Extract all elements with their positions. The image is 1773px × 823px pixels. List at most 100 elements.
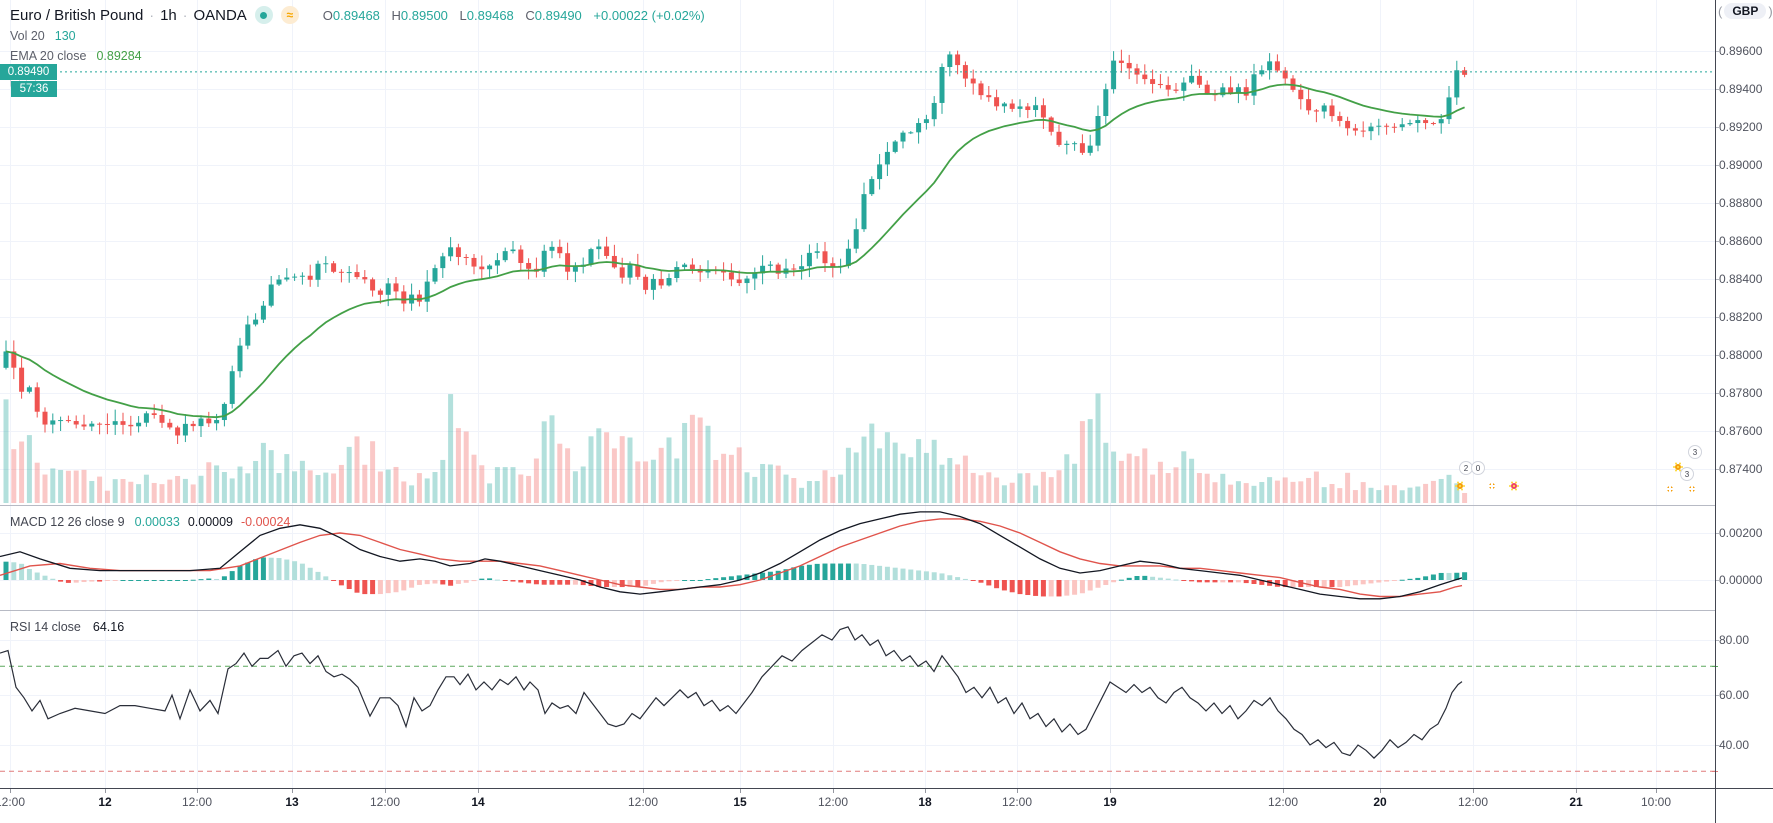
time-tick-mark (925, 789, 926, 793)
currency-button[interactable]: GBP (1724, 3, 1767, 19)
rsi-value: 64.16 (92, 620, 125, 634)
price-tick: 0.89600 (1715, 44, 1762, 58)
macd-indicator-row[interactable]: MACD 12 26 close 9 0.00033 0.00009 -0.00… (10, 512, 290, 532)
timeframe-label: 1h (160, 6, 177, 24)
event-count-badge: 3 (1688, 445, 1702, 459)
time-tick-mark (292, 789, 293, 793)
gridlines (0, 0, 1715, 788)
time-tick-mark (478, 789, 479, 793)
time-tick-mark (1656, 789, 1657, 793)
time-axis-border (0, 788, 1773, 789)
economic-event-marker-uk[interactable] (1689, 479, 1695, 497)
open-value: 0.89468 (332, 7, 380, 23)
economic-event-marker-eu[interactable]: 3 (1675, 445, 1702, 475)
price-tick: 0.89200 (1715, 120, 1762, 134)
time-tick-label: 12:00 (369, 795, 401, 809)
price-axis[interactable]: 0.89600 0.89400 0.89200 0.89000 0.88800 0.886… (1712, 0, 1773, 788)
time-tick-mark (197, 789, 198, 793)
time-tick-label: 12 (98, 795, 112, 809)
close-value: 0.89490 (534, 7, 582, 23)
price-tick: 0.87400 (1715, 462, 1762, 476)
time-tick-label: 15 (733, 795, 747, 809)
macd-label: MACD 12 26 close 9 (10, 515, 125, 529)
paren-left: ( (1718, 3, 1723, 19)
last-price-badge: 0.89490 (0, 64, 57, 80)
time-tick-mark (1380, 789, 1381, 793)
separator-dot: · (182, 7, 188, 23)
time-tick-mark (643, 789, 644, 793)
time-tick-mark (833, 789, 834, 793)
symbol-row[interactable]: Euro / British Pound · 1h · OANDA ≈ O0.8… (10, 4, 705, 26)
time-tick-mark (740, 789, 741, 793)
market-status-icon[interactable] (254, 6, 273, 24)
time-tick-label: 12:00 (627, 795, 659, 809)
volume-indicator-row[interactable]: Vol 20 130 (10, 26, 705, 46)
time-tick-label: 12:00 (1001, 795, 1033, 809)
rsi-line (0, 626, 1463, 759)
time-tick-label: 19 (1103, 795, 1117, 809)
macd-tick: 0.00200 (1715, 526, 1762, 540)
time-tick-label: 21 (1569, 795, 1583, 809)
price-tick: 0.87800 (1715, 386, 1762, 400)
high-value: 0.89500 (400, 7, 448, 23)
time-tick-label: 10:00 (1640, 795, 1672, 809)
low-label: L (459, 7, 467, 23)
pane-separator-macd-rsi[interactable] (0, 610, 1773, 611)
chart-canvas[interactable] (0, 0, 1715, 788)
volume-label: Vol 20 (10, 29, 45, 43)
open-label: O (322, 7, 333, 23)
macd-signal-line (0, 518, 1463, 598)
macd-line-value: 0.00009 (187, 515, 234, 529)
price-tick: 0.87600 (1715, 424, 1762, 438)
time-tick-mark (105, 789, 106, 793)
time-tick-label: 18 (918, 795, 932, 809)
time-tick-mark (10, 789, 11, 793)
ema-label: EMA 20 close (10, 49, 87, 63)
paren-right: ) (1768, 3, 1773, 19)
time-tick-label: 14 (471, 795, 485, 809)
economic-event-marker-uk[interactable]: 3 (1667, 467, 1694, 497)
time-tick-mark (1017, 789, 1018, 793)
pane-separator-volume-macd[interactable] (0, 505, 1773, 506)
bar-countdown-badge: 57:36 (11, 81, 57, 97)
ema-indicator-row[interactable]: EMA 20 close 0.89284 (10, 46, 705, 66)
time-tick-mark (1283, 789, 1284, 793)
price-tick: 0.88200 (1715, 310, 1762, 324)
macd-tick: 0.00000 (1715, 573, 1762, 587)
economic-event-marker-eu[interactable] (1511, 476, 1517, 494)
price-tick: 0.88800 (1715, 196, 1762, 210)
time-tick-label: 12:00 (181, 795, 213, 809)
macd-line (0, 511, 1463, 600)
close-label: C (525, 7, 535, 23)
volume-value: 130 (54, 29, 76, 43)
rsi-indicator-row[interactable]: RSI 14 close 64.16 (10, 617, 124, 637)
ohlc-readout: O0.89468 H0.89500 L0.89468 C0.89490 +0.0… (315, 8, 705, 23)
price-axis-border (1715, 0, 1716, 823)
rsi-tick: 80.00 (1715, 633, 1749, 647)
rsi-tick: 40.00 (1715, 738, 1749, 752)
symbol-title: Euro / British Pound (10, 6, 144, 24)
economic-event-marker-uk[interactable] (1489, 476, 1495, 494)
macd-signal-value: -0.00024 (241, 515, 291, 529)
ema-value: 0.89284 (96, 49, 142, 63)
event-count-badge: 3 (1680, 467, 1694, 481)
time-tick-label: 12:00 (817, 795, 849, 809)
time-tick-mark (1576, 789, 1577, 793)
macd-hist-value: 0.00033 (134, 515, 180, 529)
ema-line (5, 83, 1465, 419)
time-tick-label: 12:00 (0, 795, 26, 809)
time-tick-mark (385, 789, 386, 793)
candles (3, 49, 1468, 444)
time-axis[interactable]: 12:00 12 12:00 13 12:00 14 12:00 15 12:00 18 12:00… (0, 789, 1773, 823)
price-tick: 0.88000 (1715, 348, 1762, 362)
low-value: 0.89468 (466, 7, 514, 23)
high-label: H (391, 7, 401, 23)
rsi-label: RSI 14 close (10, 620, 81, 634)
rsi-bands (0, 665, 1715, 772)
price-tick: 0.89400 (1715, 82, 1762, 96)
data-mode-icon[interactable]: ≈ (280, 6, 299, 24)
currency-toggle: ( GBP ) (1718, 3, 1773, 19)
event-count-badge: 0 (1471, 461, 1485, 475)
